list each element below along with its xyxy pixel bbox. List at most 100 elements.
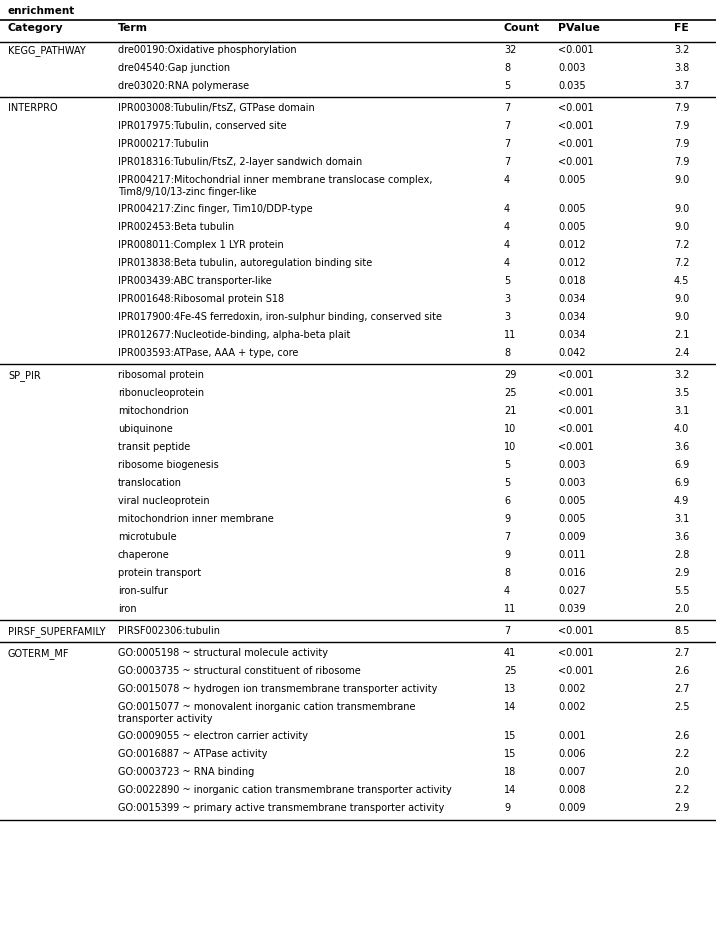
Text: SP_PIR: SP_PIR bbox=[8, 370, 41, 381]
Text: 9.0: 9.0 bbox=[674, 204, 690, 214]
Text: 0.016: 0.016 bbox=[558, 568, 586, 578]
Text: 0.039: 0.039 bbox=[558, 604, 586, 614]
Text: FE: FE bbox=[674, 23, 689, 33]
Text: 32: 32 bbox=[504, 45, 516, 55]
Text: <0.001: <0.001 bbox=[558, 103, 594, 113]
Text: 25: 25 bbox=[504, 666, 516, 676]
Text: 10: 10 bbox=[504, 442, 516, 452]
Text: PIRSF002306:tubulin: PIRSF002306:tubulin bbox=[118, 626, 220, 636]
Text: 6.9: 6.9 bbox=[674, 460, 690, 470]
Text: 0.002: 0.002 bbox=[558, 702, 586, 712]
Text: enrichment: enrichment bbox=[8, 6, 75, 16]
Text: IPR012677:Nucleotide-binding, alpha-beta plait: IPR012677:Nucleotide-binding, alpha-beta… bbox=[118, 330, 350, 340]
Text: <0.001: <0.001 bbox=[558, 45, 594, 55]
Text: GO:0003723 ~ RNA binding: GO:0003723 ~ RNA binding bbox=[118, 767, 254, 777]
Text: 0.012: 0.012 bbox=[558, 240, 586, 250]
Text: IPR002453:Beta tubulin: IPR002453:Beta tubulin bbox=[118, 222, 234, 232]
Text: 4: 4 bbox=[504, 258, 510, 268]
Text: 2.6: 2.6 bbox=[674, 731, 690, 741]
Text: microtubule: microtubule bbox=[118, 532, 177, 542]
Text: <0.001: <0.001 bbox=[558, 424, 594, 434]
Text: IPR013838:Beta tubulin, autoregulation binding site: IPR013838:Beta tubulin, autoregulation b… bbox=[118, 258, 372, 268]
Text: 8.5: 8.5 bbox=[674, 626, 690, 636]
Text: GO:0003735 ~ structural constituent of ribosome: GO:0003735 ~ structural constituent of r… bbox=[118, 666, 361, 676]
Text: 6.9: 6.9 bbox=[674, 478, 690, 488]
Text: GO:0015399 ~ primary active transmembrane transporter activity: GO:0015399 ~ primary active transmembran… bbox=[118, 803, 444, 813]
Text: dre03020:RNA polymerase: dre03020:RNA polymerase bbox=[118, 81, 249, 91]
Text: 0.005: 0.005 bbox=[558, 514, 586, 524]
Text: INTERPRO: INTERPRO bbox=[8, 103, 57, 113]
Text: 0.034: 0.034 bbox=[558, 312, 586, 322]
Text: Count: Count bbox=[504, 23, 540, 33]
Text: 10: 10 bbox=[504, 424, 516, 434]
Text: 0.009: 0.009 bbox=[558, 803, 586, 813]
Text: 7: 7 bbox=[504, 157, 511, 167]
Text: 8: 8 bbox=[504, 568, 510, 578]
Text: 0.009: 0.009 bbox=[558, 532, 586, 542]
Text: GO:0015078 ~ hydrogen ion transmembrane transporter activity: GO:0015078 ~ hydrogen ion transmembrane … bbox=[118, 684, 437, 694]
Text: 7.2: 7.2 bbox=[674, 240, 690, 250]
Text: <0.001: <0.001 bbox=[558, 139, 594, 149]
Text: 0.007: 0.007 bbox=[558, 767, 586, 777]
Text: IPR000217:Tubulin: IPR000217:Tubulin bbox=[118, 139, 209, 149]
Text: 2.0: 2.0 bbox=[674, 767, 690, 777]
Text: ribosomal protein: ribosomal protein bbox=[118, 370, 204, 380]
Text: 4: 4 bbox=[504, 175, 510, 185]
Text: 0.018: 0.018 bbox=[558, 276, 586, 286]
Text: IPR018316:Tubulin/FtsZ, 2-layer sandwich domain: IPR018316:Tubulin/FtsZ, 2-layer sandwich… bbox=[118, 157, 362, 167]
Text: 25: 25 bbox=[504, 388, 516, 398]
Text: 0.003: 0.003 bbox=[558, 478, 586, 488]
Text: 9: 9 bbox=[504, 550, 510, 560]
Text: 0.005: 0.005 bbox=[558, 496, 586, 506]
Text: 7: 7 bbox=[504, 139, 511, 149]
Text: 21: 21 bbox=[504, 406, 516, 416]
Text: mitochondrion inner membrane: mitochondrion inner membrane bbox=[118, 514, 274, 524]
Text: 7: 7 bbox=[504, 103, 511, 113]
Text: 2.8: 2.8 bbox=[674, 550, 690, 560]
Text: 11: 11 bbox=[504, 330, 516, 340]
Text: 11: 11 bbox=[504, 604, 516, 614]
Text: 3.1: 3.1 bbox=[674, 406, 690, 416]
Text: 3.6: 3.6 bbox=[674, 532, 690, 542]
Text: dre04540:Gap junction: dre04540:Gap junction bbox=[118, 63, 230, 73]
Text: 2.9: 2.9 bbox=[674, 803, 690, 813]
Text: Term: Term bbox=[118, 23, 148, 33]
Text: 0.042: 0.042 bbox=[558, 348, 586, 358]
Text: <0.001: <0.001 bbox=[558, 388, 594, 398]
Text: 7: 7 bbox=[504, 626, 511, 636]
Text: 5: 5 bbox=[504, 478, 511, 488]
Text: 5: 5 bbox=[504, 81, 511, 91]
Text: 0.005: 0.005 bbox=[558, 222, 586, 232]
Text: 0.011: 0.011 bbox=[558, 550, 586, 560]
Text: 4: 4 bbox=[504, 204, 510, 214]
Text: 6: 6 bbox=[504, 496, 510, 506]
Text: 3.2: 3.2 bbox=[674, 45, 690, 55]
Text: 9.0: 9.0 bbox=[674, 312, 690, 322]
Text: 7.9: 7.9 bbox=[674, 121, 690, 131]
Text: PValue: PValue bbox=[558, 23, 600, 33]
Text: 0.006: 0.006 bbox=[558, 749, 586, 759]
Text: GO:0015077 ~ monovalent inorganic cation transmembrane
transporter activity: GO:0015077 ~ monovalent inorganic cation… bbox=[118, 702, 415, 723]
Text: 3.7: 3.7 bbox=[674, 81, 690, 91]
Text: <0.001: <0.001 bbox=[558, 121, 594, 131]
Text: 14: 14 bbox=[504, 702, 516, 712]
Text: GO:0022890 ~ inorganic cation transmembrane transporter activity: GO:0022890 ~ inorganic cation transmembr… bbox=[118, 785, 452, 795]
Text: PIRSF_SUPERFAMILY: PIRSF_SUPERFAMILY bbox=[8, 626, 105, 637]
Text: 2.2: 2.2 bbox=[674, 785, 690, 795]
Text: 15: 15 bbox=[504, 731, 516, 741]
Text: 7: 7 bbox=[504, 532, 511, 542]
Text: viral nucleoprotein: viral nucleoprotein bbox=[118, 496, 210, 506]
Text: IPR008011:Complex 1 LYR protein: IPR008011:Complex 1 LYR protein bbox=[118, 240, 284, 250]
Text: 2.0: 2.0 bbox=[674, 604, 690, 614]
Text: 5: 5 bbox=[504, 460, 511, 470]
Text: 2.5: 2.5 bbox=[674, 702, 690, 712]
Text: 4.5: 4.5 bbox=[674, 276, 690, 286]
Text: 9.0: 9.0 bbox=[674, 175, 690, 185]
Text: 0.034: 0.034 bbox=[558, 330, 586, 340]
Text: 0.034: 0.034 bbox=[558, 294, 586, 304]
Text: KEGG_PATHWAY: KEGG_PATHWAY bbox=[8, 45, 86, 56]
Text: <0.001: <0.001 bbox=[558, 666, 594, 676]
Text: 2.7: 2.7 bbox=[674, 648, 690, 658]
Text: 3.5: 3.5 bbox=[674, 388, 690, 398]
Text: 0.005: 0.005 bbox=[558, 204, 586, 214]
